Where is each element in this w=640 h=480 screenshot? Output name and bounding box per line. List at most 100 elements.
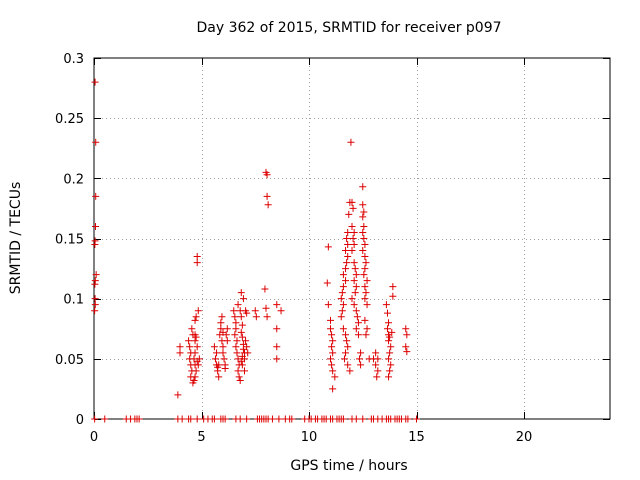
data-point	[328, 343, 336, 351]
data-point	[264, 201, 272, 209]
data-point	[277, 307, 285, 315]
data-point	[328, 331, 336, 339]
data-point	[232, 343, 240, 351]
data-point	[238, 321, 246, 329]
data-point	[372, 361, 380, 369]
data-point	[403, 331, 411, 339]
data-point	[273, 343, 281, 351]
data-point	[219, 343, 227, 351]
data-point	[387, 361, 395, 369]
data-point	[350, 228, 358, 236]
data-point	[188, 325, 196, 333]
x-axis-title: GPS time / hours	[290, 458, 407, 474]
data-point	[350, 301, 358, 309]
data-point	[262, 304, 270, 312]
data-point	[346, 367, 354, 375]
data-point	[218, 313, 226, 321]
data-point	[413, 415, 420, 423]
data-point	[352, 307, 360, 315]
data-point	[241, 367, 248, 375]
data-point	[388, 328, 396, 336]
data-point	[389, 292, 397, 300]
data-point	[243, 415, 251, 423]
data-point	[192, 367, 200, 375]
data-point	[217, 319, 225, 327]
y-axis-title: SRMTID / TECUs	[8, 182, 24, 295]
data-point	[187, 415, 195, 423]
data-point	[268, 415, 276, 423]
data-point	[327, 316, 334, 324]
data-point	[91, 415, 99, 423]
data-point	[237, 289, 245, 297]
data-point	[273, 355, 281, 363]
data-point	[359, 247, 367, 255]
data-point	[91, 301, 99, 309]
chart-title: Day 362 of 2015, SRMTID for receiver p09…	[196, 20, 501, 36]
data-point	[234, 367, 242, 375]
data-point	[359, 183, 367, 191]
data-point	[387, 343, 395, 351]
data-point	[352, 271, 360, 279]
data-point	[193, 343, 201, 351]
data-point	[357, 361, 365, 369]
data-point	[91, 241, 99, 249]
data-point	[385, 319, 393, 327]
data-point	[344, 241, 352, 249]
data-point	[191, 337, 199, 345]
y-tick-label-0-25: 0.25	[55, 112, 84, 127]
data-point	[359, 201, 367, 209]
data-point	[192, 333, 200, 341]
data-point	[238, 333, 246, 341]
data-point	[214, 363, 222, 371]
data-point	[178, 415, 186, 423]
data-point	[217, 325, 225, 333]
data-point	[404, 415, 412, 423]
data-point	[337, 313, 345, 321]
data-point	[350, 259, 358, 267]
data-point	[372, 349, 380, 357]
x-tick-label-0: 0	[90, 430, 98, 445]
data-point	[348, 247, 356, 255]
data-point	[263, 192, 271, 200]
data-point	[329, 349, 337, 357]
data-point	[92, 222, 100, 230]
data-point	[361, 265, 369, 273]
data-point	[352, 283, 360, 291]
data-point	[347, 138, 355, 146]
data-point	[174, 391, 182, 399]
data-point	[383, 325, 391, 333]
data-point	[360, 271, 368, 279]
data-point	[342, 265, 350, 273]
data-point	[354, 319, 362, 327]
data-point	[362, 331, 370, 339]
data-point	[403, 348, 411, 356]
data-point	[331, 373, 339, 381]
data-point	[352, 325, 360, 333]
data-point	[263, 171, 271, 179]
data-point	[351, 289, 359, 297]
data-point	[186, 343, 194, 351]
data-point	[356, 355, 364, 363]
data-point	[328, 361, 336, 369]
data-point	[233, 337, 241, 345]
data-point	[210, 343, 218, 351]
data-point	[242, 337, 250, 345]
data-point	[386, 367, 394, 375]
data-point	[327, 325, 334, 333]
data-point	[383, 309, 391, 317]
data-point	[362, 259, 370, 267]
data-point	[191, 349, 199, 357]
data-point	[339, 415, 347, 423]
data-point	[344, 343, 352, 351]
data-point	[361, 241, 369, 249]
data-point	[361, 316, 369, 324]
data-point	[231, 313, 239, 321]
data-points	[91, 78, 420, 423]
data-point	[353, 313, 361, 321]
data-point	[194, 307, 202, 315]
data-point	[217, 415, 225, 423]
data-point	[191, 373, 199, 381]
x-tick-label-20: 20	[516, 430, 533, 445]
data-point	[234, 301, 242, 309]
